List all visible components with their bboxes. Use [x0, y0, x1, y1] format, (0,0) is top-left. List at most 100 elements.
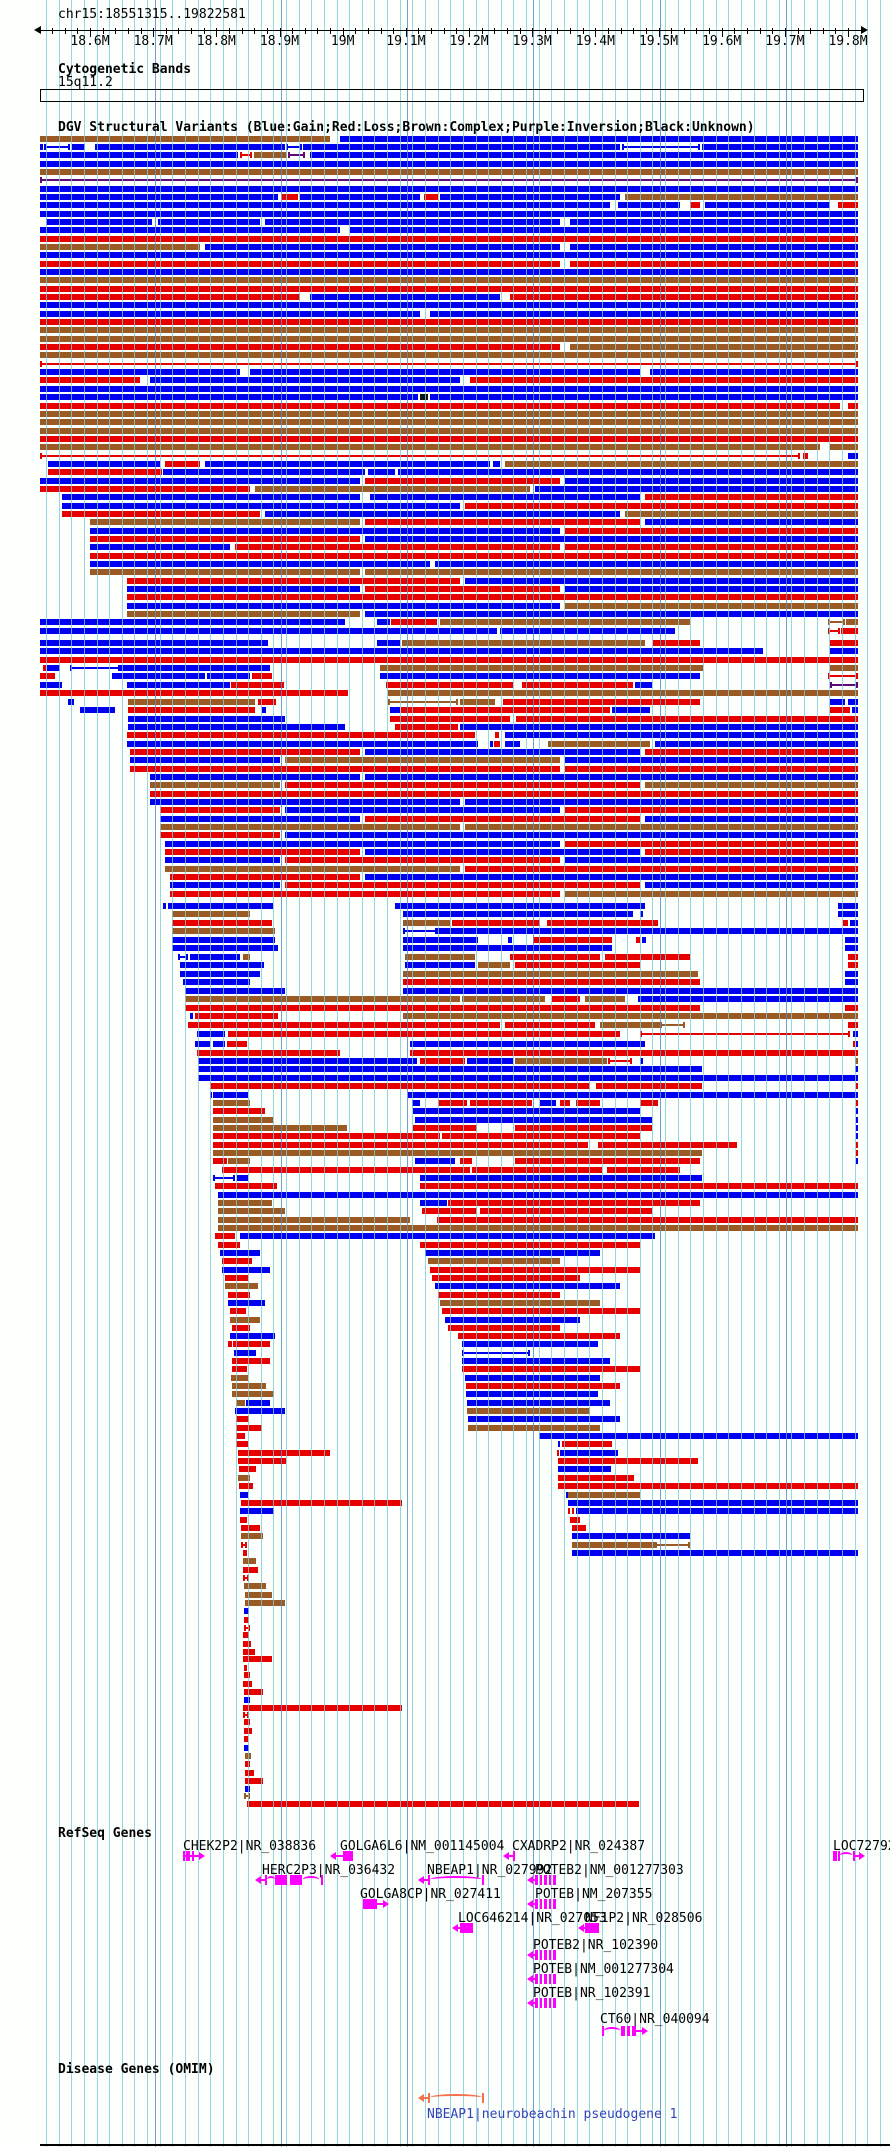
variant-segment[interactable] [218, 1200, 272, 1206]
variant-segment[interactable] [515, 1058, 607, 1064]
variant-segment[interactable] [510, 294, 858, 300]
variant-segment[interactable] [350, 227, 858, 233]
variant-segment[interactable] [165, 461, 200, 467]
variant-whisker[interactable] [403, 930, 437, 932]
variant-segment[interactable] [370, 494, 640, 500]
variant-segment[interactable] [558, 1483, 858, 1489]
variant-segment[interactable] [240, 1517, 247, 1523]
variant-segment[interactable] [40, 244, 200, 250]
variant-segment[interactable] [300, 194, 420, 200]
variant-segment[interactable] [848, 1022, 858, 1028]
variant-segment[interactable] [245, 1600, 285, 1606]
variant-segment[interactable] [265, 511, 620, 517]
variant-segment[interactable] [562, 1441, 612, 1447]
variant-segment[interactable] [165, 857, 280, 863]
variant-segment[interactable] [244, 1672, 250, 1678]
variant-segment[interactable] [40, 252, 858, 258]
variant-segment[interactable] [46, 219, 152, 225]
variant-segment[interactable] [494, 741, 500, 747]
variant-segment[interactable] [645, 519, 858, 525]
variant-segment[interactable] [845, 937, 858, 943]
variant-segment[interactable] [215, 1233, 235, 1239]
variant-segment[interactable] [40, 352, 858, 358]
variant-segment[interactable] [570, 261, 858, 267]
variant-segment[interactable] [160, 816, 360, 822]
variant-segment[interactable] [40, 386, 858, 392]
variant-segment[interactable] [640, 1058, 643, 1064]
variant-segment[interactable] [856, 1133, 858, 1139]
variant-segment[interactable] [40, 202, 610, 208]
variant-segment[interactable] [228, 1031, 620, 1037]
variant-segment[interactable] [68, 699, 74, 705]
variant-segment[interactable] [435, 1283, 620, 1289]
variant-segment[interactable] [222, 1267, 270, 1273]
variant-whisker[interactable] [622, 146, 700, 148]
variant-segment[interactable] [565, 841, 858, 847]
variant-segment[interactable] [830, 640, 858, 646]
variant-segment[interactable] [190, 954, 240, 960]
variant-segment[interactable] [310, 152, 858, 158]
variant-segment[interactable] [420, 1058, 465, 1064]
variant-segment[interactable] [213, 1158, 227, 1164]
variant-segment[interactable] [241, 1500, 402, 1506]
variant-segment[interactable] [62, 511, 260, 517]
variant-segment[interactable] [215, 1183, 277, 1189]
variant-segment[interactable] [465, 824, 858, 830]
variant-segment[interactable] [247, 1801, 639, 1807]
variant-whisker[interactable] [244, 1627, 250, 1629]
variant-segment[interactable] [128, 699, 255, 705]
variant-segment[interactable] [856, 1083, 858, 1089]
variant-segment[interactable] [420, 394, 428, 400]
variant-segment[interactable] [235, 1408, 285, 1414]
variant-segment[interactable] [231, 682, 284, 688]
variant-segment[interactable] [90, 569, 360, 575]
variant-segment[interactable] [642, 937, 646, 943]
variant-segment[interactable] [40, 227, 340, 233]
variant-segment[interactable] [244, 1665, 247, 1671]
variant-segment[interactable] [40, 311, 420, 317]
variant-segment[interactable] [127, 732, 475, 738]
variant-segment[interactable] [853, 1041, 855, 1047]
variant-segment[interactable] [412, 1100, 420, 1106]
variant-segment[interactable] [128, 716, 285, 722]
variant-segment[interactable] [40, 169, 858, 175]
variant-segment[interactable] [425, 1250, 600, 1256]
variant-segment[interactable] [90, 553, 858, 559]
variant-segment[interactable] [848, 962, 858, 968]
variant-segment[interactable] [285, 857, 560, 863]
variant-segment[interactable] [390, 716, 510, 722]
variant-segment[interactable] [533, 937, 612, 943]
variant-segment[interactable] [493, 461, 500, 467]
variant-segment[interactable] [472, 1167, 602, 1173]
variant-segment[interactable] [505, 741, 520, 747]
variant-segment[interactable] [238, 1458, 286, 1464]
variant-segment[interactable] [420, 1200, 447, 1206]
variant-segment[interactable] [172, 920, 272, 926]
variant-segment[interactable] [422, 1208, 477, 1214]
variant-whisker[interactable] [288, 154, 305, 156]
variant-segment[interactable] [645, 882, 858, 888]
variant-segment[interactable] [232, 1358, 270, 1364]
variant-segment[interactable] [232, 1391, 274, 1397]
variant-segment[interactable] [40, 478, 360, 484]
variant-segment[interactable] [180, 971, 260, 977]
variant-segment[interactable] [856, 1117, 858, 1123]
variant-segment[interactable] [198, 1058, 417, 1064]
variant-segment[interactable] [440, 1300, 600, 1306]
variant-segment[interactable] [516, 716, 858, 722]
variant-segment[interactable] [90, 536, 360, 542]
variant-segment[interactable] [558, 1466, 611, 1472]
variant-segment[interactable] [465, 866, 858, 872]
variant-segment[interactable] [213, 1092, 248, 1098]
variant-segment[interactable] [830, 707, 850, 713]
variant-segment[interactable] [213, 1100, 250, 1106]
variant-segment[interactable] [838, 903, 858, 909]
variant-segment[interactable] [424, 194, 438, 200]
variant-segment[interactable] [239, 1466, 256, 1472]
variant-segment[interactable] [655, 741, 858, 747]
variant-segment[interactable] [198, 1066, 702, 1072]
variant-segment[interactable] [160, 832, 280, 838]
variant-segment[interactable] [150, 774, 360, 780]
variant-segment[interactable] [127, 741, 478, 747]
variant-whisker[interactable] [828, 621, 845, 623]
